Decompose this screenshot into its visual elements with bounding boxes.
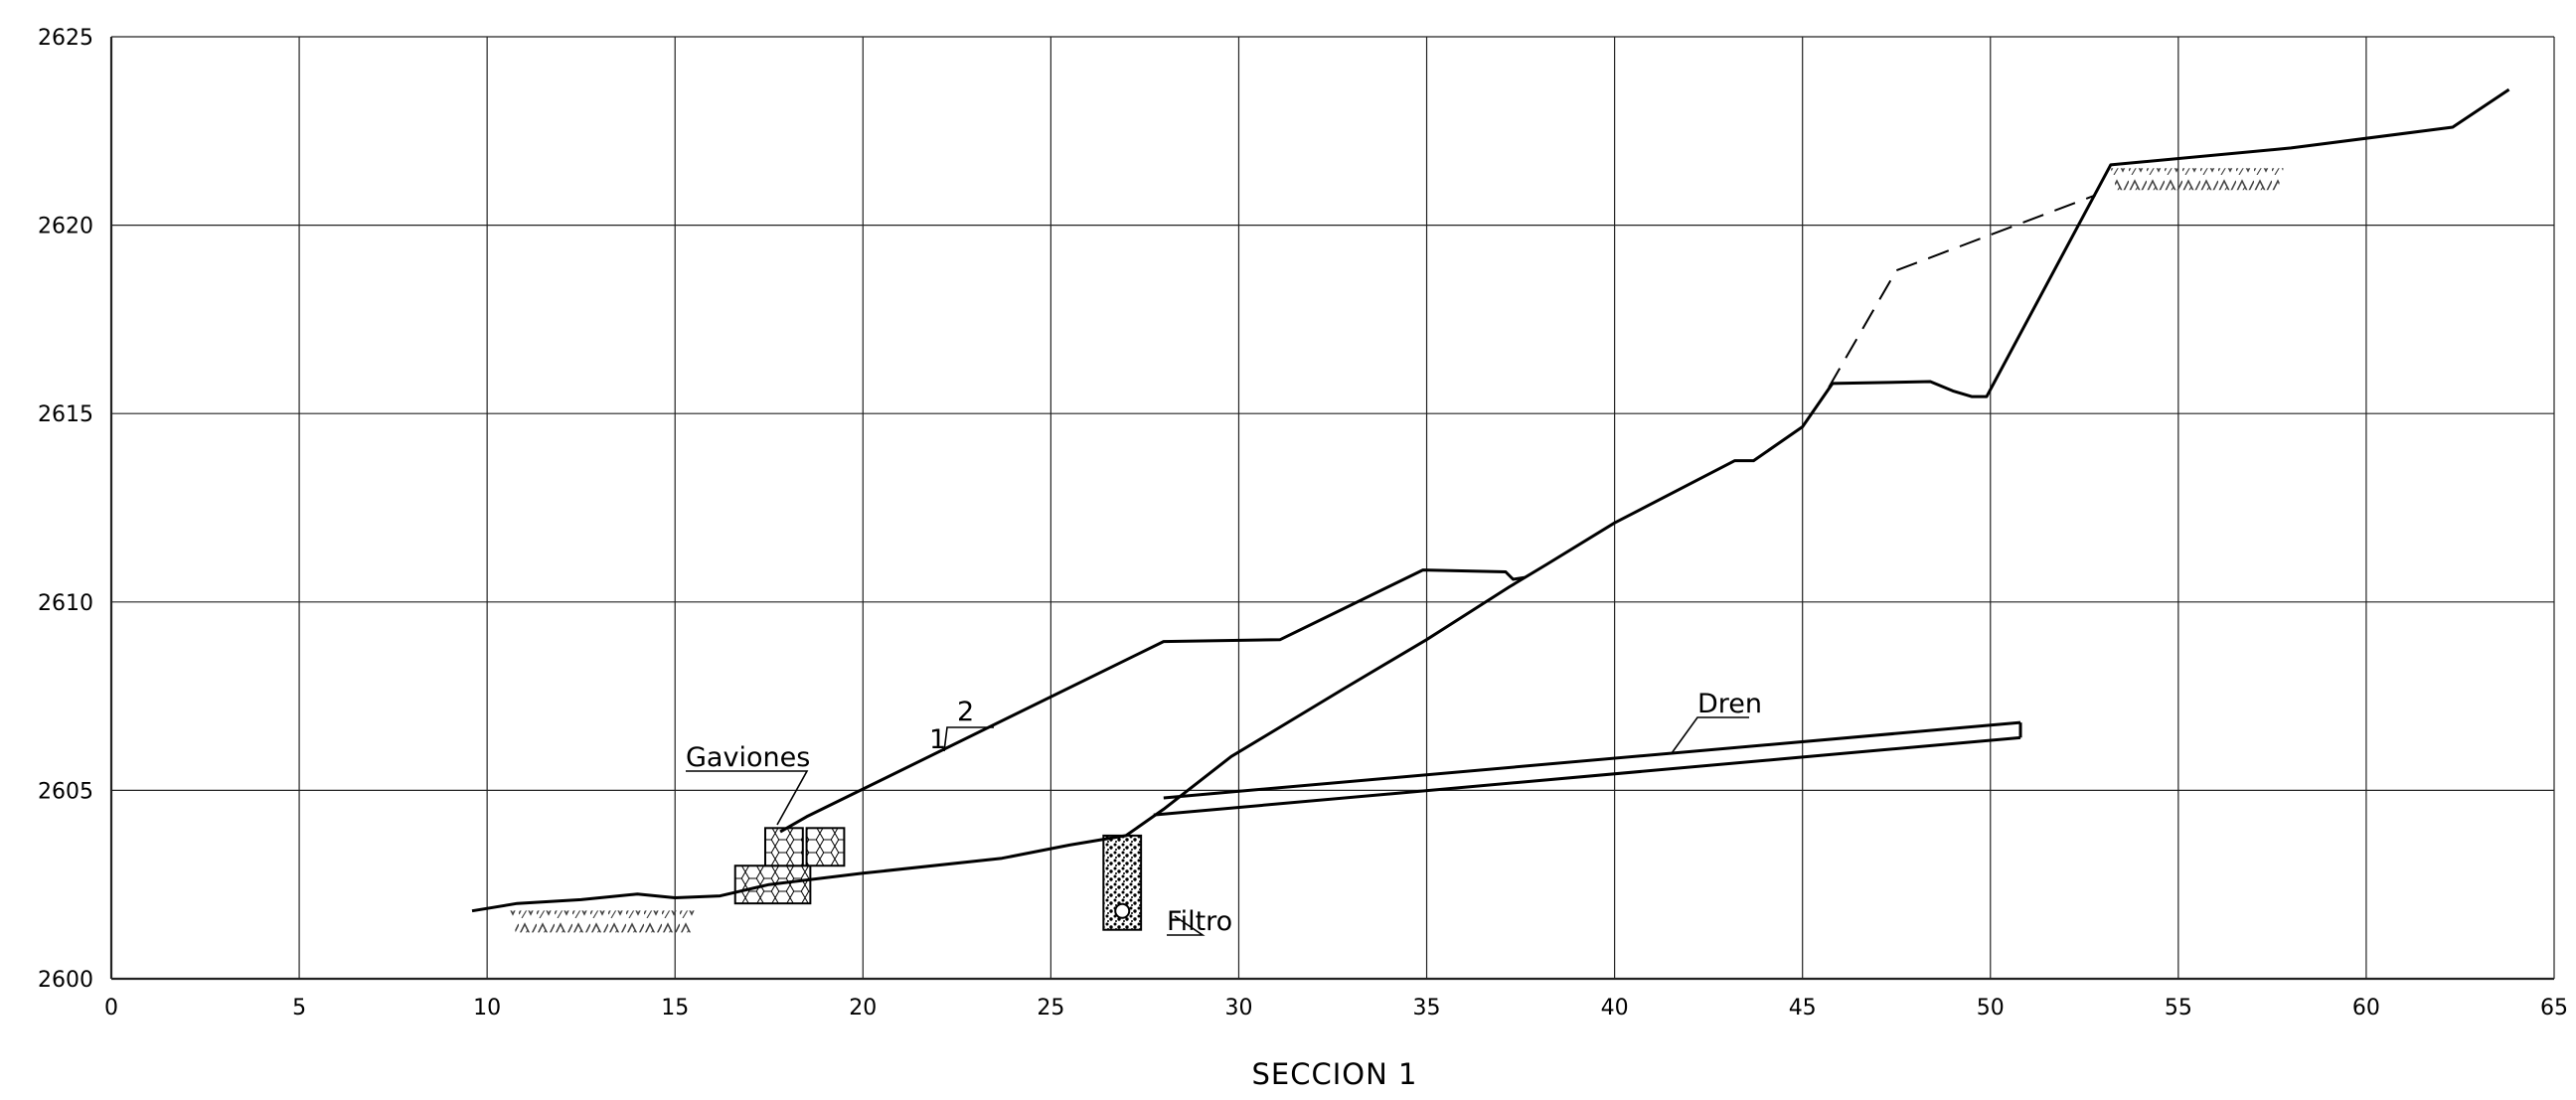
terrain-hatch	[509, 910, 698, 933]
y-tick-label: 2625	[38, 26, 93, 51]
filtro-label: Filtro	[1167, 906, 1232, 937]
filtro-leader	[1167, 915, 1206, 936]
dren-leader	[1671, 716, 1749, 754]
x-tick-label: 15	[661, 996, 689, 1021]
x-tick-label: 25	[1037, 996, 1064, 1021]
annotation-leaders	[686, 716, 1749, 936]
dren-label: Dren	[1697, 689, 1762, 719]
gabion-block	[763, 827, 804, 867]
terrain-profiles	[471, 87, 2510, 913]
x-tick-label: 55	[2165, 996, 2192, 1021]
gabion-blocks	[733, 827, 846, 905]
x-tick-label: 35	[1413, 996, 1441, 1021]
slope-run-label: 2	[957, 697, 974, 727]
existing-ground-dashed-line	[1828, 194, 2097, 389]
x-tick-label: 60	[2352, 996, 2380, 1021]
grid	[109, 36, 2555, 981]
gaviones-leader	[686, 770, 809, 826]
y-tick-label: 2620	[38, 215, 93, 239]
x-tick-label: 5	[292, 996, 306, 1021]
section-title: SECCION 1	[1252, 1057, 1418, 1091]
slope-rise-label: 1	[929, 724, 946, 755]
dren-top-line	[1163, 720, 2021, 800]
x-tick-label: 0	[104, 996, 118, 1021]
slope-indicator	[943, 726, 994, 752]
filtro-drain	[1102, 834, 1143, 931]
natural-ground-line	[471, 87, 2510, 913]
terrain-hatching	[509, 168, 2284, 933]
filtro-pipe	[1114, 902, 1131, 919]
y-tick-label: 2600	[38, 968, 93, 993]
y-tick-label: 2610	[38, 591, 93, 616]
gaviones-label: Gaviones	[686, 742, 810, 773]
y-tick-label: 2615	[38, 402, 93, 427]
x-tick-label: 65	[2540, 996, 2568, 1021]
dren-pipe	[1153, 720, 2022, 817]
dren-bottom-line	[1153, 735, 2021, 817]
y-tick-label: 2605	[38, 779, 93, 804]
x-tick-label: 50	[1977, 996, 2005, 1021]
x-tick-label: 45	[1789, 996, 1817, 1021]
x-tick-label: 10	[473, 996, 501, 1021]
axis-ticks: 0 5 10 15 20 25 30 35 40 45 50 55 60 65 2600 2605 2610 26…	[38, 26, 2568, 1021]
x-tick-label: 40	[1601, 996, 1629, 1021]
terrain-hatch	[2110, 168, 2284, 191]
gabion-block	[805, 827, 846, 867]
x-tick-label: 30	[1224, 996, 1252, 1021]
designed-slope-line	[779, 568, 1526, 834]
x-tick-label: 20	[849, 996, 877, 1021]
